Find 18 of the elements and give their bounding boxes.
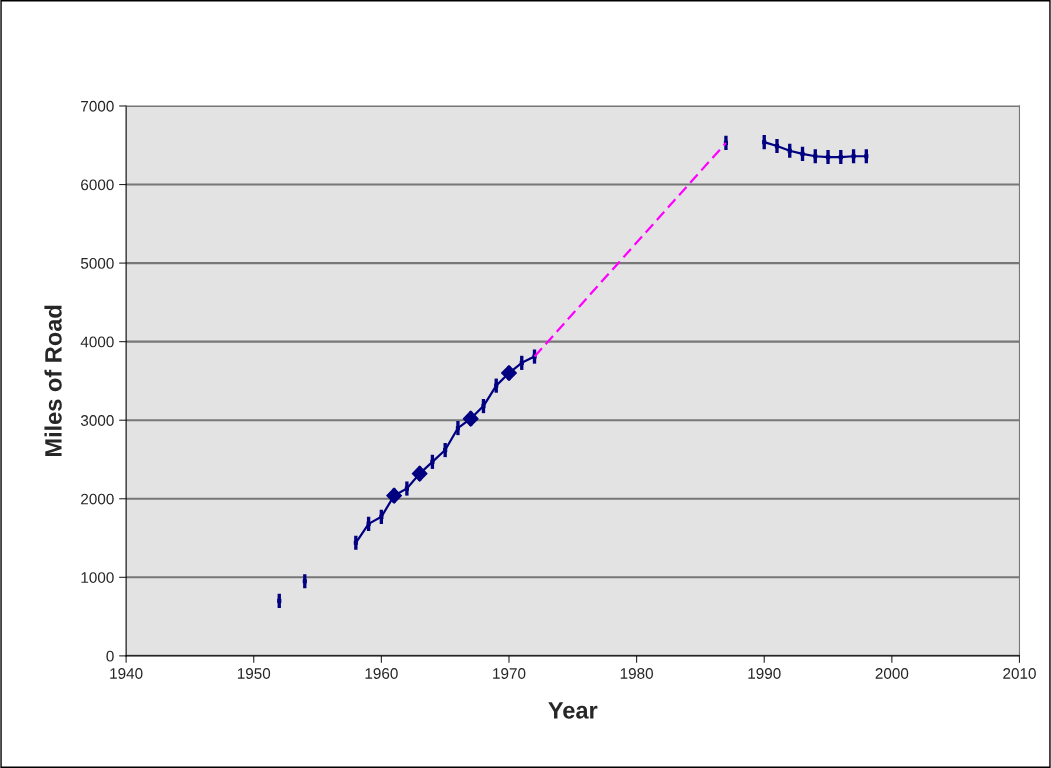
y-tick-label: 1000: [81, 572, 114, 583]
y-tick-label: 0: [106, 650, 114, 662]
x-tick-label: 1950: [237, 668, 271, 679]
y-tick-label: 5000: [80, 257, 114, 269]
x-tick-label: 2010: [1003, 668, 1036, 679]
x-tick-label: 2000: [875, 668, 909, 679]
x-tick-label: 1960: [365, 668, 398, 679]
x-tick-label: 1970: [493, 668, 526, 679]
x-tick-label: 1990: [748, 668, 781, 679]
y-tick-label: 2000: [81, 493, 114, 505]
x-tick-label: 1940: [110, 668, 143, 679]
x-axis-title: Year: [548, 702, 598, 719]
y-axis-title: Miles of Road: [44, 305, 62, 457]
y-tick-label: 6000: [81, 179, 114, 191]
y-tick-label: 4000: [80, 336, 114, 348]
y-tick-label: 3000: [80, 415, 114, 426]
x-tick-label: 1980: [620, 668, 653, 679]
y-tick-label: 7000: [81, 100, 114, 112]
